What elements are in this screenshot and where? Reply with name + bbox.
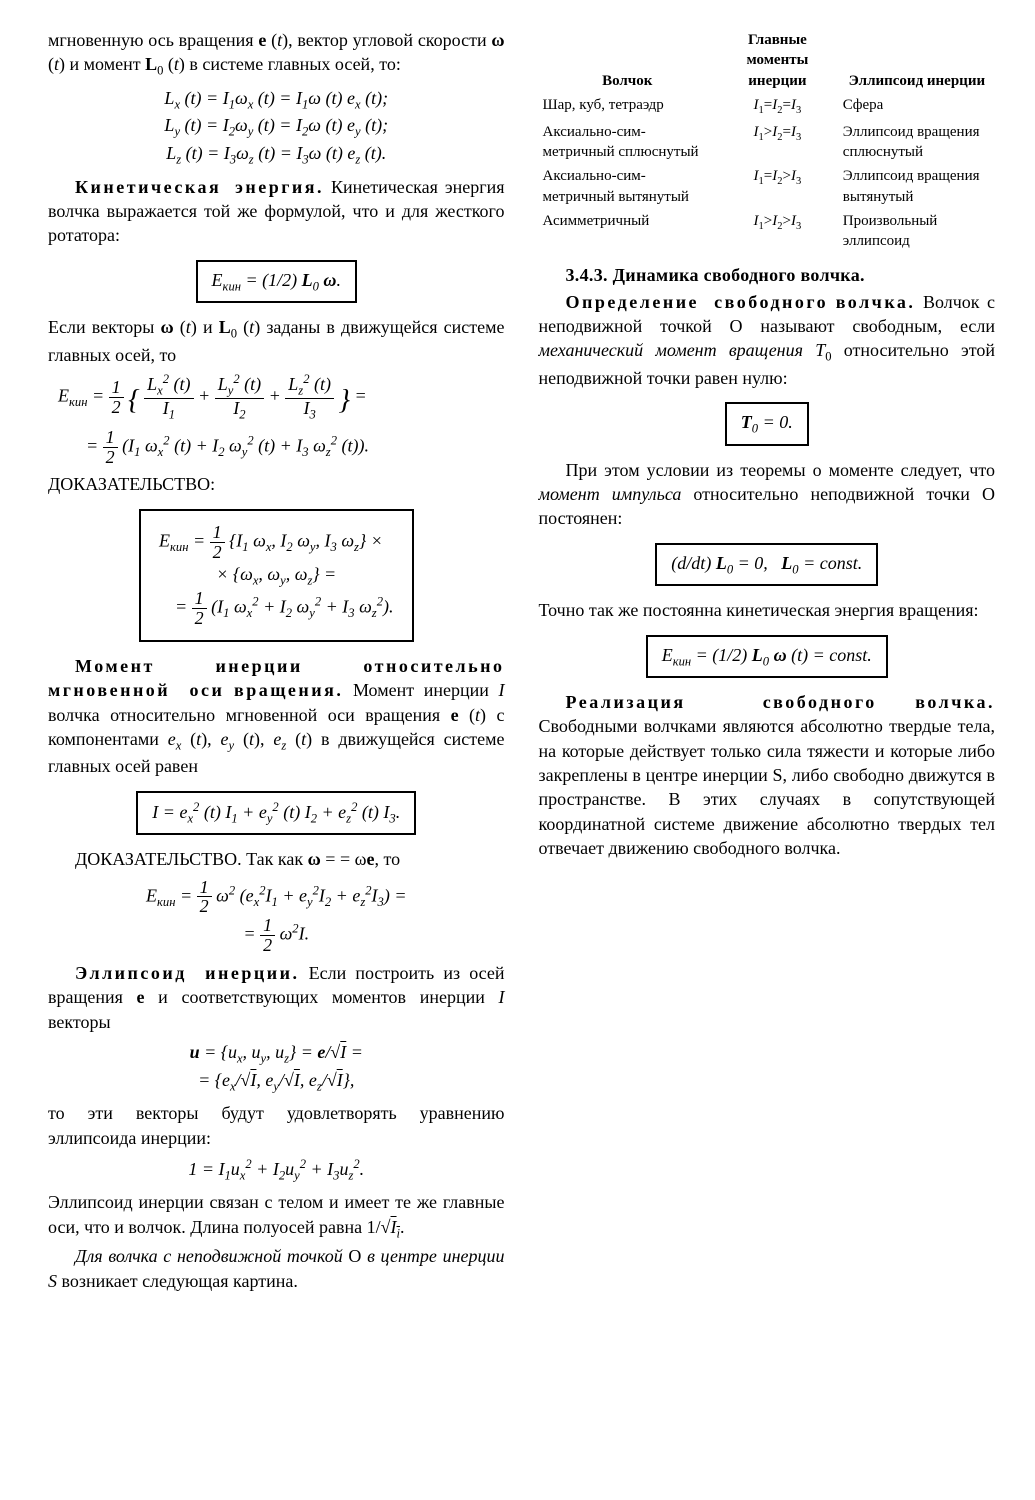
fixed-point-text: Для волчка с неподвижной точкой O в цент… xyxy=(48,1244,505,1293)
table-row: Аксиально-сим­метричный вытя­нутый I1=I2… xyxy=(539,164,996,209)
table-col-top: Волчок xyxy=(539,28,716,93)
table-row: Аксиально-сим­метричный сплюс­нутый I1>I… xyxy=(539,120,996,165)
moment-inertia-heading: Момент инерции относительно мгновенной о… xyxy=(48,654,505,779)
eq-u-vector: u = {ux, uy, uz} = e/√I = = {ex/√I, ey/√… xyxy=(48,1040,505,1095)
intro-text: мгновенную ось вращения e (t), вектор уг… xyxy=(48,28,505,80)
eq-t0-box: T0 = 0. xyxy=(539,396,996,452)
realization-text: Свободными волчками являются абсолютно т… xyxy=(539,716,996,857)
eq-dldt-box: (d/dt) L0 = 0, L0 = const. xyxy=(539,537,996,593)
eq-ekin-proof-box: Eкин = 12 {I1 ωx, I2 ωy, I3 ωz} × × {ωx,… xyxy=(48,503,505,648)
ekin-const-text: Точно так же постоянна кинетическая энер… xyxy=(539,598,996,622)
proof-2-text: ДОКАЗАТЕЛЬСТВО. Так как ω = = ωe, то xyxy=(48,847,505,871)
two-column-layout: мгновенную ось вращения e (t), вектор уг… xyxy=(48,28,995,1428)
eq-angular-momentum: Lx (t) = I1ωx (t) = I1ω (t) ex (t); Ly (… xyxy=(48,86,505,169)
ellipsoid-eq-intro: то эти векторы будут удовлетворять уравн… xyxy=(48,1101,505,1150)
table-col-moments: Главные моменты инерции xyxy=(716,28,839,93)
eq-ekin-const-box: Eкин = (1/2) L0 ω (t) = const. xyxy=(539,629,996,685)
free-top-definition: Определение свободного волчка. Волчок с … xyxy=(539,290,996,390)
kinetic-if-text: Если векторы ω (t) и L0 (t) заданы в дви… xyxy=(48,315,505,367)
proof-1-label: ДОКАЗАТЕЛЬСТВО: xyxy=(48,472,505,496)
table-col-ellipsoid: Эллипсоид инерции xyxy=(839,28,995,93)
eq-ekin-omega: Eкин = 12 ω2 (ex2I1 + ey2I2 + ez2I3) = =… xyxy=(48,878,505,956)
kinetic-energy-heading: Кинетическая энергия. Кинетическая энерг… xyxy=(48,175,505,248)
section-3-4-3: 3.4.3. Динамика свободного волчка. xyxy=(539,263,996,287)
table-row: Асимметричный I1>I2>I3 Произвольный элли… xyxy=(539,209,996,254)
inertia-table: Волчок Главные моменты инерции Эллипсоид… xyxy=(539,28,996,253)
ellipsoid-body-text: Эллипсоид инерции связан с телом и имеет… xyxy=(48,1190,505,1242)
ellipsoid-heading: Эллипсоид инерции. Если построить из осе… xyxy=(48,961,505,1034)
eq-ekin-expanded: Eкин = 12 { Lx2 (t)I1 + Ly2 (t)I2 + Lz2 … xyxy=(48,373,505,466)
momentum-const-text: При этом условии из теоремы о моменте сл… xyxy=(539,458,996,531)
eq-ellipsoid: 1 = I1ux2 + I2uy2 + I3uz2. xyxy=(48,1156,505,1185)
eq-moment-inertia-box: I = ex2 (t) I1 + ey2 (t) I2 + ez2 (t) I3… xyxy=(48,785,505,842)
eq-ekin-box: Eкин = (1/2) L0 ω. xyxy=(48,254,505,310)
table-row: Шар, куб, тет­раэдр I1=I2=I3 Сфера xyxy=(539,93,996,120)
realization-heading: Реализация свободного волчка. Свободными… xyxy=(539,690,996,860)
